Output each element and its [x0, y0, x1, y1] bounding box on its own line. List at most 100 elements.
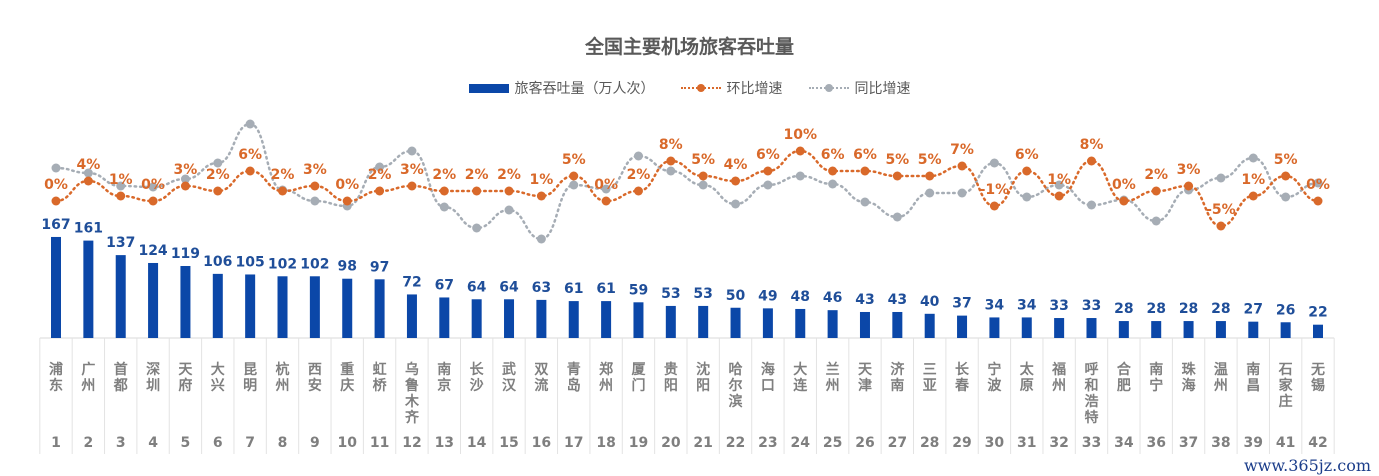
yoy-point	[1151, 216, 1161, 226]
mom-point	[116, 191, 126, 201]
yoy-point	[1248, 153, 1258, 163]
category-label: 宁波	[987, 361, 1002, 394]
mom-value-label: 5%	[885, 152, 909, 168]
mom-value-label: 7%	[950, 142, 974, 158]
yoy-point	[536, 234, 546, 244]
category-label: 石家庄	[1278, 362, 1294, 410]
bar	[568, 301, 579, 338]
bar	[795, 308, 806, 338]
bar	[698, 305, 709, 338]
bar	[1183, 321, 1194, 338]
yoy-point	[569, 180, 579, 190]
category-label: 沈阳	[696, 361, 710, 394]
mom-value-label: 3%	[1177, 162, 1201, 178]
rank-label: 20	[661, 435, 681, 451]
mom-point	[1119, 196, 1129, 206]
rank-label: 2	[83, 435, 93, 451]
mom-point	[860, 166, 870, 176]
rank-label: 41	[1276, 435, 1295, 451]
bar	[665, 305, 676, 338]
rank-label: 21	[693, 435, 712, 451]
category-label: 浦东	[49, 361, 63, 394]
mom-value-label: -5%	[1206, 202, 1236, 218]
bar	[1215, 321, 1226, 338]
rank-label: 24	[791, 435, 811, 451]
rank-label: 27	[888, 435, 907, 451]
mom-point	[213, 186, 223, 196]
mom-value-label: 5%	[918, 152, 942, 168]
rank-label: 34	[1114, 435, 1134, 451]
yoy-point	[407, 146, 417, 156]
mom-point	[1054, 191, 1064, 201]
category-label: 长沙	[470, 361, 485, 394]
category-label: 海口	[761, 361, 775, 394]
rank-label: 23	[758, 435, 777, 451]
category-label: 西安	[308, 362, 322, 394]
bar-value-label: 161	[74, 221, 103, 237]
mom-value-label: 2%	[206, 167, 230, 183]
bar	[212, 273, 223, 338]
bar	[859, 311, 870, 338]
mom-value-label: 5%	[562, 152, 586, 168]
bar	[1118, 321, 1129, 338]
watermark: www.365jz.com	[1243, 456, 1371, 475]
bar	[51, 236, 61, 338]
yoy-point	[1086, 200, 1096, 210]
mom-point	[342, 196, 352, 206]
category-label: 杭州	[275, 361, 290, 394]
mom-value-label: 0%	[1112, 177, 1136, 193]
rank-label: 29	[952, 435, 971, 451]
category-label: 武汉	[502, 361, 517, 394]
mom-point	[633, 186, 643, 196]
category-label: 福州	[1051, 361, 1066, 394]
category-label: 南昌	[1246, 361, 1260, 394]
category-label: 广州	[80, 361, 95, 394]
mom-value-label: 4%	[76, 157, 100, 173]
mom-value-label: 1%	[1047, 172, 1071, 188]
bar-value-label: 105	[236, 254, 265, 270]
bar	[277, 276, 288, 338]
legend-bar-swatch	[468, 83, 509, 93]
bar	[536, 299, 547, 338]
bar-value-label: 124	[138, 243, 167, 259]
mom-point	[666, 156, 676, 166]
bar	[471, 299, 482, 338]
bar	[180, 266, 191, 338]
rank-label: 5	[181, 435, 191, 451]
bar-value-label: 34	[1017, 297, 1037, 313]
category-label: 深圳	[146, 361, 160, 394]
bar-value-label: 48	[791, 289, 810, 305]
category-label: 三亚	[923, 362, 937, 394]
bar-value-label: 72	[402, 274, 421, 290]
mom-point	[180, 181, 190, 191]
category-label: 贵阳	[664, 361, 678, 394]
yoy-point	[180, 174, 190, 184]
mom-value-label: 0%	[44, 177, 68, 193]
rank-label: 17	[564, 435, 583, 451]
legend-line-swatch	[680, 83, 721, 93]
category-label: 虹桥	[373, 362, 388, 394]
bar	[1280, 322, 1291, 338]
bar	[892, 311, 903, 338]
bar	[601, 301, 612, 338]
bar	[1021, 317, 1032, 338]
rank-label: 12	[402, 435, 421, 451]
rank-label: 30	[985, 435, 1005, 451]
bar-value-label: 50	[726, 288, 746, 304]
mom-point	[731, 176, 741, 186]
category-label: 长春	[954, 361, 970, 394]
mom-point	[698, 171, 708, 181]
yoy-point	[1054, 180, 1064, 190]
category-label: 呼和浩特	[1084, 361, 1098, 426]
bar	[504, 299, 515, 338]
rank-label: 8	[278, 435, 288, 451]
yoy-point	[148, 182, 158, 192]
yoy-point	[213, 158, 223, 168]
yoy-point	[633, 151, 643, 161]
bar-value-label: 97	[370, 259, 389, 275]
mom-value-label: 2%	[627, 167, 651, 183]
mom-value-label: 6%	[756, 147, 780, 163]
rank-label: 11	[370, 435, 389, 451]
yoy-point	[1313, 178, 1323, 188]
